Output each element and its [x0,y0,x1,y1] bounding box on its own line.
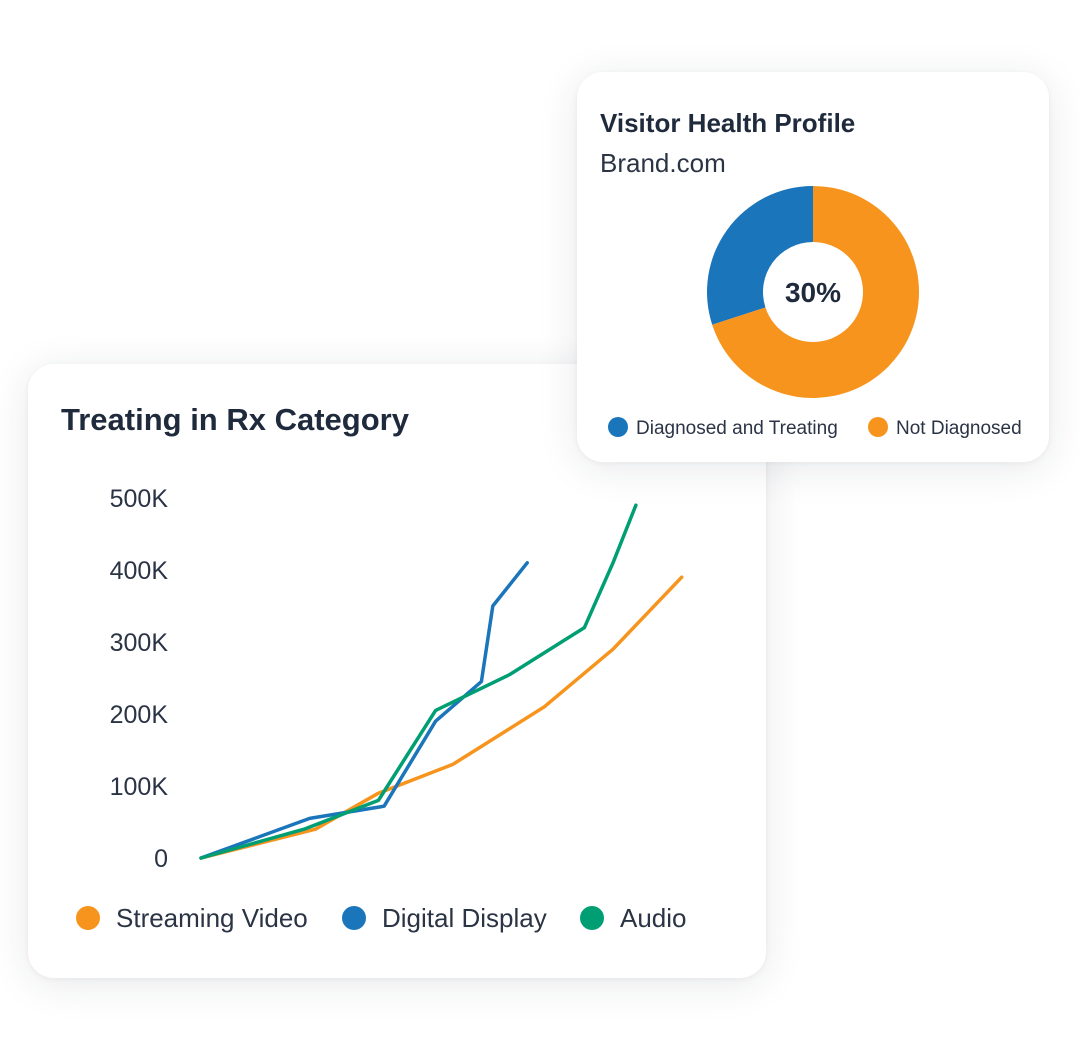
legend-marker [342,906,366,930]
donut-chart: 30% Diagnosed and Treating Not Diagnosed [608,186,1022,439]
y-tick-label: 500K [110,485,169,513]
donut-chart-subtitle: Brand.com [600,148,726,178]
series-line-digital-display [199,561,529,860]
legend-item: Digital Display [342,903,547,933]
legend-marker [76,906,100,930]
donut-chart-title: Visitor Health Profile [600,108,856,138]
legend-item: Audio [580,903,687,933]
line-chart-card: Treating in Rx Category 0 100K 200K 300K 400… [28,364,766,978]
legend-label: Not Diagnosed [896,418,1022,439]
donut-center-label: 30% [785,277,841,308]
donut-chart-card: Visitor Health Profile Brand.com 30% Diag… [577,72,1049,462]
legend-marker [868,417,888,437]
legend-label: Digital Display [382,903,547,933]
legend-label: Streaming Video [116,903,308,933]
y-tick-label: 200K [110,701,169,729]
donut-slice-diagnosed-and-treating [707,186,813,325]
donut-legend-item: Diagnosed and Treating [608,417,838,439]
y-tick-label: 100K [110,773,169,801]
legend-label: Audio [620,903,687,933]
y-tick-label: 300K [110,629,169,657]
y-tick-label: 400K [110,557,169,585]
legend-marker [608,417,628,437]
line-chart: 0 100K 200K 300K 400K 500K Streaming Video Digi… [76,485,687,933]
donut-legend-item: Not Diagnosed [868,417,1022,439]
series-line-audio [199,503,638,860]
legend-marker [580,906,604,930]
line-chart-title: Treating in Rx Category [61,402,409,437]
y-tick-label: 0 [154,845,168,873]
series-line-streaming-video [199,575,684,860]
donut-slice-not-diagnosed [712,186,919,399]
legend-item: Streaming Video [76,903,308,933]
legend-label: Diagnosed and Treating [636,418,838,439]
